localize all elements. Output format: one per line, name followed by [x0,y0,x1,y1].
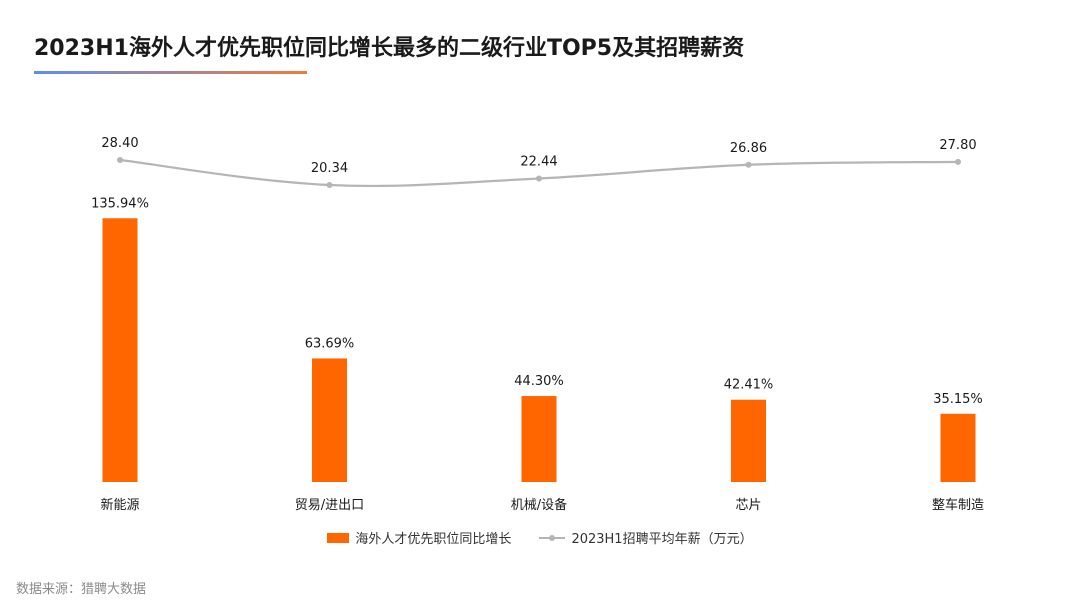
bar-series [102,218,976,482]
legend-label-line: 2023H1招聘平均年薪（万元） [571,532,753,547]
line-label-2: 22.44 [520,154,557,169]
bar-0 [102,218,138,482]
legend-item-line: 2023H1招聘平均年薪（万元） [539,528,753,547]
line-point-2 [536,175,542,182]
bar-label-0: 135.94% [91,196,149,211]
bar-2 [521,396,557,482]
category-label-4: 整车制造 [932,497,984,513]
page-title: 2023H1海外人才优先职位同比增长最多的二级行业TOP5及其招聘薪资 [34,36,745,61]
line-label-3: 26.86 [730,141,767,156]
bar-label-1: 63.69% [305,336,355,351]
bar-label-3: 42.41% [724,378,774,393]
source-note: 数据来源：猎聘大数据 [16,582,147,597]
line-label-1: 20.34 [311,161,348,176]
bar-label-4: 35.15% [933,392,983,407]
category-labels: 新能源 贸易/进出口 机械/设备 芯片 整车制造 [100,497,984,513]
line-label-4: 27.80 [939,138,976,153]
legend-swatch-line [539,533,566,543]
line-point-4 [955,158,961,165]
legend: 海外人才优先职位同比增长 2023H1招聘平均年薪（万元） [0,528,1080,547]
line-label-0: 28.40 [101,136,138,151]
bar-4 [940,413,976,482]
bar-label-2: 44.30% [514,374,564,389]
category-label-3: 芯片 [735,498,761,513]
line-point-3 [745,161,752,168]
line-series [117,157,961,188]
bar-labels: 135.94% 63.69% 44.30% 42.41% 35.15% [91,196,983,407]
category-label-1: 贸易/进出口 [295,498,364,513]
category-label-0: 新能源 [100,497,139,513]
legend-label-bar: 海外人才优先职位同比增长 [355,532,512,547]
legend-item-bar: 海外人才优先职位同比增长 [327,528,511,547]
bar-3 [731,399,766,482]
category-label-2: 机械/设备 [511,497,567,513]
legend-swatch-bar [327,532,350,543]
line-point-0 [117,157,123,163]
line-point-1 [326,181,333,188]
bar-1 [312,358,347,482]
title-underline [34,71,307,74]
line-labels: 28.40 20.34 22.44 26.86 27.80 [101,136,976,176]
